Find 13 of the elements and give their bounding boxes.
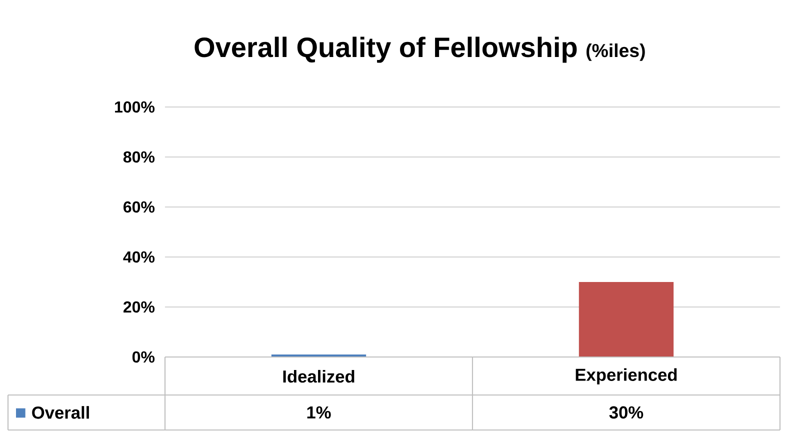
y-tick-label: 100% — [115, 101, 155, 113]
data-label: 1% — [307, 406, 331, 419]
y-tick-label: 60% — [124, 201, 155, 213]
x-tick-label: Experienced — [576, 368, 677, 384]
legend-label: Overall — [32, 406, 89, 419]
chart-title: Overall Quality of Fellowship — [194, 36, 577, 63]
y-tick-label: 40% — [123, 251, 155, 263]
chart-subtitle: (%iles) — [586, 43, 645, 61]
data-label: 30% — [609, 406, 644, 419]
x-tick-label: Idealized — [283, 370, 354, 383]
y-tick-label: 0% — [132, 351, 155, 363]
y-tick-label: 80% — [123, 151, 155, 163]
y-tick-label: 20% — [124, 301, 155, 313]
